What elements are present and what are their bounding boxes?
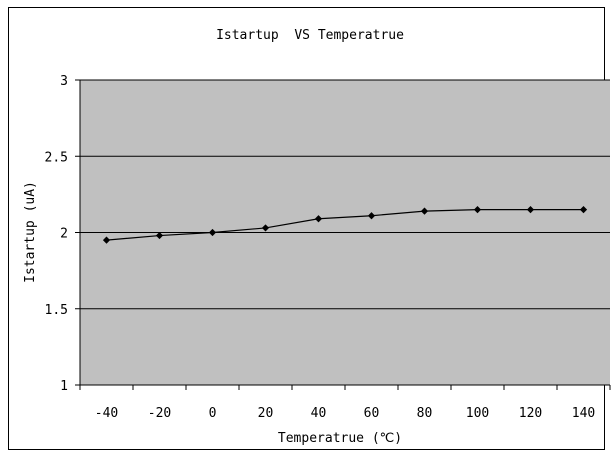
x-axis-title: Temperatrue (℃) (278, 431, 402, 446)
data-point (473, 206, 482, 214)
y-tick-label: 1.5 (45, 303, 68, 318)
y-tick-label: 1 (60, 379, 68, 394)
y-tick-label: 2.5 (45, 150, 68, 165)
x-tick-label: 60 (364, 406, 380, 421)
data-point (420, 207, 429, 215)
series-line (106, 209, 584, 241)
y-ticks: 1 1.5 2 2.5 3 (45, 74, 80, 394)
data-point (526, 206, 535, 214)
y-tick-label: 3 (60, 74, 68, 89)
x-ticks: -40 -20 0 20 40 60 80 100 120 140 (79, 385, 611, 421)
x-tick-label: -20 (148, 406, 171, 421)
x-tick-label: 40 (311, 406, 327, 421)
chart-title: Istartup VS Temperatrue (216, 28, 404, 43)
data-point (102, 236, 111, 244)
x-tick-label: 0 (209, 406, 217, 421)
data-point (208, 228, 217, 237)
x-tick-label: 120 (519, 406, 542, 421)
data-point (579, 206, 588, 214)
data-point (367, 212, 376, 220)
y-tick-label: 2 (60, 227, 68, 242)
gridlines (80, 79, 610, 310)
data-point (261, 224, 270, 232)
x-tick-label: 140 (572, 406, 595, 421)
data-point (155, 231, 164, 240)
y-axis-title: Istartup (uA) (23, 181, 38, 283)
series-1 (102, 206, 588, 244)
x-tick-label: 100 (466, 406, 489, 421)
x-tick-label: 20 (258, 406, 274, 421)
data-point (314, 215, 323, 223)
x-tick-label: 80 (417, 406, 433, 421)
x-tick-label: -40 (95, 406, 118, 421)
